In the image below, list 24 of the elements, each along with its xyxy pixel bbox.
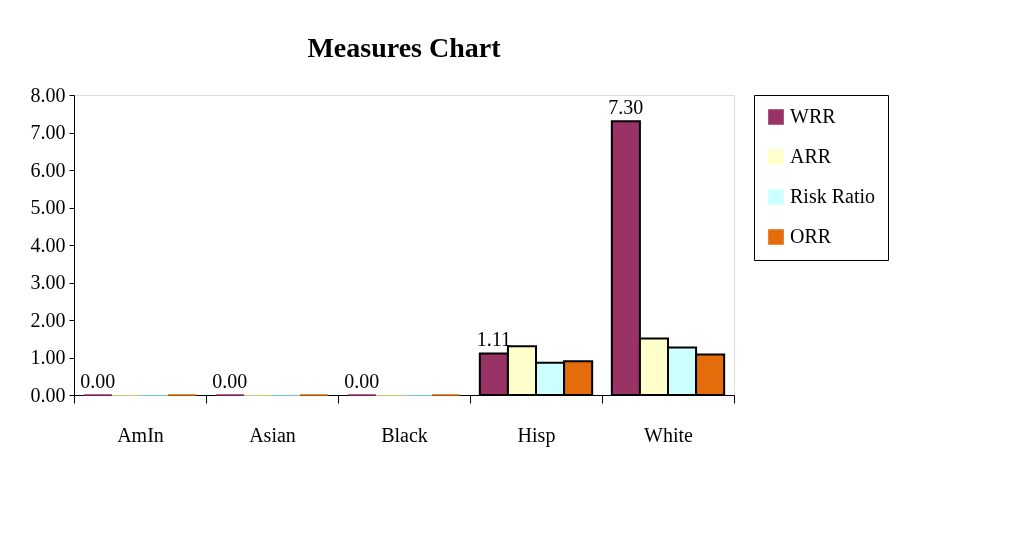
legend-label: ARR	[790, 145, 832, 167]
x-tick-label: AmIn	[117, 423, 164, 446]
x-tick-label: Hisp	[517, 423, 556, 447]
y-tick-label: 0.00	[30, 383, 66, 406]
x-tick-label: White	[644, 423, 694, 446]
data-label: 0.00	[344, 370, 380, 392]
legend-label: WRR	[790, 105, 837, 127]
y-tick-label: 2.00	[30, 308, 66, 331]
y-tick-label: 4.00	[30, 233, 66, 256]
data-label: 7.30	[608, 96, 644, 119]
legend-label: Risk Ratio	[790, 185, 876, 207]
x-tick-label: Black	[381, 423, 428, 446]
y-tick-label: 1.00	[30, 346, 66, 368]
x-tick-label: Asian	[249, 423, 296, 446]
y-tick-label: 7.00	[30, 121, 66, 143]
data-label: 0.00	[212, 370, 248, 392]
data-label: 0.00	[80, 370, 116, 392]
legend-label: ORR	[790, 225, 832, 247]
data-label: 1.11	[476, 328, 512, 351]
y-tick-label: 8.00	[30, 83, 66, 106]
y-tick-label: 5.00	[30, 196, 66, 218]
y-tick-label: 3.00	[30, 271, 66, 293]
chart-title: Measures Chart	[307, 32, 502, 63]
y-tick-label: 6.00	[30, 158, 66, 181]
